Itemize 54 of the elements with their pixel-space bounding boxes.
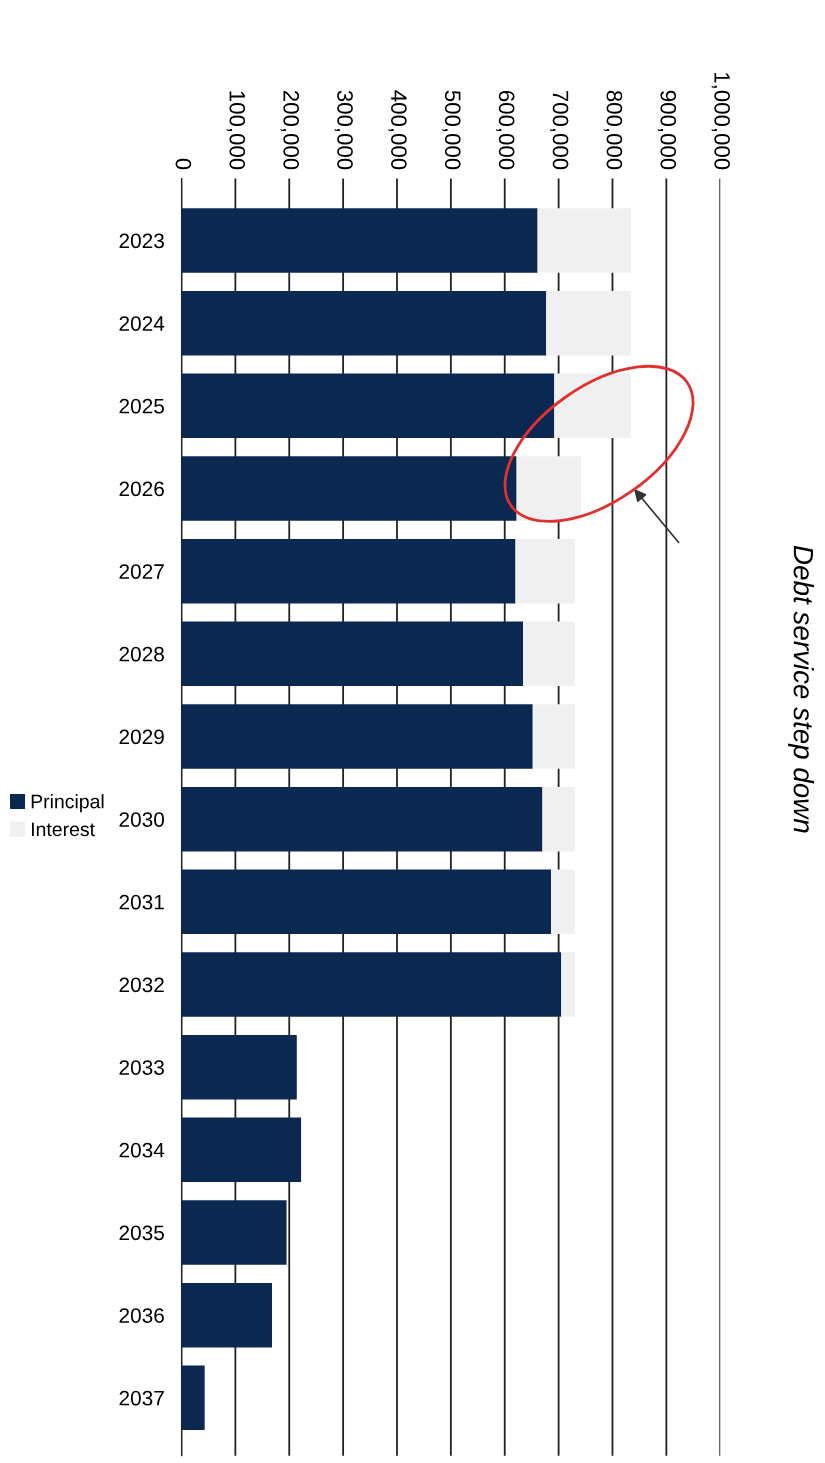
x-tick-label: 300,000: [334, 90, 353, 170]
x-tick-label: 500,000: [442, 90, 461, 170]
y-tick-label: 2037: [119, 1390, 164, 1406]
y-tick-label: 2026: [119, 481, 164, 497]
x-tick-label: 700,000: [550, 90, 569, 170]
y-tick-label: 2027: [119, 564, 164, 579]
y-tick-label: 2032: [119, 977, 164, 993]
bar: [181, 952, 562, 1017]
bar: [515, 538, 575, 604]
bar: [554, 373, 631, 439]
y-tick-label: 2031: [119, 894, 164, 910]
bar: [516, 456, 582, 521]
bar: [181, 538, 516, 604]
bar: [181, 373, 555, 439]
x-tick-label: 100,000: [226, 91, 246, 170]
bar: [181, 1200, 287, 1265]
y-tick-label: 2028: [119, 646, 164, 662]
bar: [181, 290, 547, 356]
bar: [181, 869, 552, 935]
bar: [181, 704, 533, 769]
bar: [181, 1034, 297, 1100]
bar: [523, 621, 575, 687]
y-tick-label: 2023: [119, 233, 164, 249]
x-tick-label: 0: [175, 158, 192, 170]
bar: [542, 786, 575, 852]
bar: [181, 621, 524, 687]
bar: [546, 290, 631, 356]
y-tick-label: 2024: [119, 316, 165, 331]
y-tick-label: 2030: [119, 812, 165, 827]
y-tick-label: 2034: [119, 1142, 165, 1158]
bar: [551, 869, 575, 935]
bar: [532, 704, 575, 769]
y-tick-label: 2036: [119, 1308, 164, 1323]
bar: [181, 1365, 205, 1431]
x-tick-label: 800,000: [603, 90, 623, 170]
y-tick-label: 2029: [119, 729, 164, 745]
legend-label: Principal: [31, 794, 104, 813]
x-tick-label: 1,000,000: [711, 73, 730, 170]
bar: [181, 1117, 302, 1183]
legend-label: Interest: [31, 822, 95, 837]
x-tick-label: 200,000: [280, 90, 300, 170]
y-tick-label: 2025: [119, 398, 164, 414]
bar: [181, 1282, 273, 1348]
bar: [181, 786, 543, 852]
x-tick-label: 400,000: [388, 90, 407, 170]
bar: [561, 952, 575, 1017]
bar: [537, 208, 631, 273]
bar: [181, 208, 538, 273]
x-tick-label: 600,000: [496, 90, 515, 170]
x-tick-label: 900,000: [657, 90, 677, 170]
bar: [181, 456, 517, 521]
text: Debt service step down: [788, 545, 814, 833]
y-tick-label: 2035: [119, 1225, 164, 1241]
y-tick-label: 2033: [119, 1060, 164, 1075]
